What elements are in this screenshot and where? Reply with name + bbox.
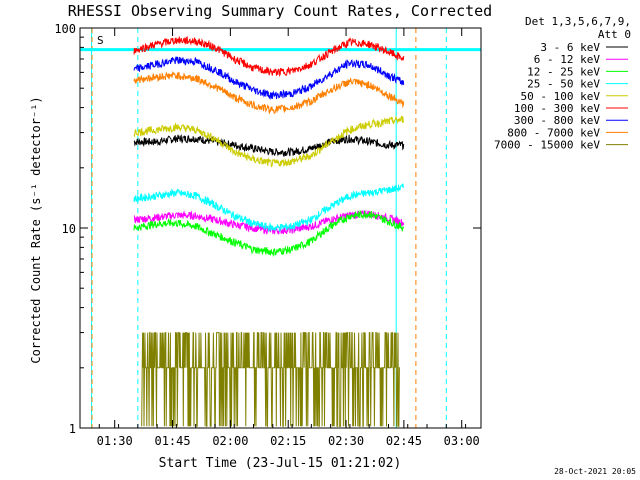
x-tick-label: 03:00	[444, 434, 480, 448]
footer-timestamp: 28-Oct-2021 20:05	[554, 467, 636, 476]
y-axis: 100 10 1	[54, 22, 481, 436]
x-tick-label: 01:30	[97, 434, 133, 448]
series-line	[133, 56, 405, 101]
legend-entry-label: 800 - 7000 keV	[507, 126, 600, 139]
legend-entry-label: 6 - 12 keV	[534, 53, 601, 66]
series-line	[133, 183, 405, 233]
y-tick-label: 1	[69, 422, 76, 436]
series-line	[133, 209, 405, 258]
legend-header-line-1: Det 1,3,5,6,7,9,	[525, 15, 631, 28]
series-line	[133, 115, 405, 168]
x-axis-label: Start Time (23-Jul-15 01:21:02)	[159, 456, 402, 471]
x-tick-label: 02:00	[212, 434, 248, 448]
y-axis-label: Corrected Count Rate (s⁻¹ detector⁻¹)	[29, 96, 43, 363]
legend-entry-label: 50 - 100 keV	[521, 90, 601, 103]
x-axis: 01:30 01:45 02:00 02:15 02:30 02:45 03:00	[79, 28, 480, 448]
legend-entry-label: 12 - 25 keV	[527, 65, 600, 78]
series-line	[133, 133, 405, 158]
legend-entry-label: 25 - 50 keV	[527, 78, 600, 91]
x-tick-label: 02:15	[270, 434, 306, 448]
series-layer	[133, 36, 405, 427]
legend-entry-label: 3 - 6 keV	[540, 41, 600, 54]
series-line	[141, 332, 400, 427]
annotation-s: S	[97, 34, 104, 47]
x-tick-label: 02:30	[328, 434, 364, 448]
legend-header-line-2: Att 0	[598, 28, 631, 41]
y-tick-label: 100	[54, 22, 76, 36]
x-tick-label: 02:45	[386, 434, 422, 448]
legend-entry-label: 100 - 300 keV	[514, 102, 600, 115]
series-line	[133, 70, 405, 115]
series-line	[133, 36, 405, 78]
y-tick-label: 10	[62, 222, 76, 236]
legend-entry-label: 7000 - 15000 keV	[494, 139, 600, 152]
chart-title: RHESSI Observing Summary Count Rates, Co…	[68, 2, 492, 20]
x-tick-label: 01:45	[154, 434, 190, 448]
legend-entry-label: 300 - 800 keV	[514, 114, 600, 127]
